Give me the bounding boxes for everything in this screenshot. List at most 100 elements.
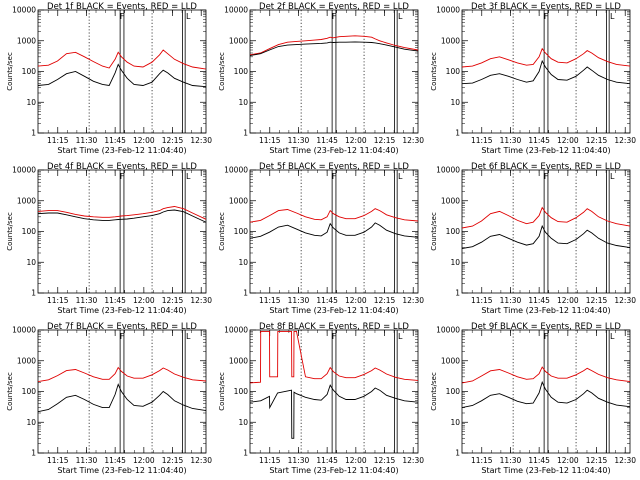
x-tick-label: 12:30 [402, 136, 424, 145]
panel-det2f: Det 2f BLACK = Events, RED = LLD 1 10 100 10… [218, 2, 424, 155]
x-tick-label: 11:45 [104, 136, 126, 145]
panel-det7f: Det 7f BLACK = Events, RED = LLD 1 10 100 10… [6, 322, 212, 475]
x-tick-label: 11:45 [528, 456, 550, 465]
y-tick-label: 10000 [12, 166, 36, 175]
y-tick-label: 1000 [441, 36, 460, 45]
y-tick-label: 1000 [229, 356, 248, 365]
series-lld-line [462, 47, 630, 68]
y-tick-label: 1000 [441, 356, 460, 365]
y-tick-label: 1 [243, 129, 248, 138]
x-tick-label: 11:45 [104, 456, 126, 465]
panel-title: Det 7f BLACK = Events, RED = LLD [47, 322, 197, 332]
panel-title: Det 9f BLACK = Events, RED = LLD [471, 322, 621, 332]
y-axis-label: Counts/sec [430, 52, 438, 91]
marker-label-f: F [120, 172, 125, 181]
panel-det8f: Det 8f BLACK = Events, RED = LLD 1 10 100 10… [218, 322, 424, 475]
y-tick-label: 10 [26, 418, 36, 427]
series-lld-line [38, 366, 206, 383]
x-tick-label: 12:00 [133, 296, 155, 305]
x-tick-label: 11:15 [47, 456, 69, 465]
y-tick-label: 1 [31, 449, 36, 458]
x-tick-label: 11:30 [500, 136, 522, 145]
x-tick-label: 11:30 [76, 136, 98, 145]
marker-label-l: L [610, 12, 615, 21]
y-axis-label: Counts/sec [6, 372, 14, 411]
x-tick-label: 12:15 [586, 136, 608, 145]
panel-title: Det 6f BLACK = Events, RED = LLD [471, 162, 621, 172]
marker-label-l: L [398, 332, 403, 341]
y-axis-label: Counts/sec [218, 52, 226, 91]
series-lld-line [462, 366, 630, 384]
x-tick-label: 11:15 [259, 456, 281, 465]
y-tick-label: 100 [22, 67, 37, 76]
series-events-line [462, 59, 630, 85]
marker-label-f: F [544, 332, 549, 341]
x-tick-label: 12:00 [133, 136, 155, 145]
x-tick-label: 12:00 [557, 456, 579, 465]
plot-frame [249, 329, 419, 454]
x-tick-label: 11:45 [104, 296, 126, 305]
marker-label-l: L [610, 172, 615, 181]
x-axis-label: Start Time (23-Feb-12 11:04:40) [269, 146, 398, 155]
marker-label-f: F [544, 172, 549, 181]
x-tick-label: 11:15 [471, 456, 493, 465]
y-tick-label: 1 [455, 289, 460, 298]
y-tick-label: 100 [234, 227, 249, 236]
y-tick-label: 1000 [17, 196, 36, 205]
plot-frame [461, 9, 631, 134]
marker-label-l: L [186, 12, 191, 21]
y-tick-label: 10000 [12, 326, 36, 335]
marker-label-l: L [186, 332, 191, 341]
marker-label-f: F [332, 172, 337, 181]
y-axis-label: Counts/sec [218, 372, 226, 411]
x-tick-label: 12:00 [345, 136, 367, 145]
x-tick-label: 12:30 [614, 136, 636, 145]
panel-title: Det 5f BLACK = Events, RED = LLD [259, 162, 409, 172]
y-tick-label: 100 [446, 67, 461, 76]
y-tick-label: 10 [26, 98, 36, 107]
x-tick-label: 11:15 [47, 136, 69, 145]
plot-frame [249, 9, 419, 134]
y-tick-label: 1000 [17, 36, 36, 45]
x-tick-label: 11:45 [316, 456, 338, 465]
series-events-line [462, 380, 630, 409]
y-tick-label: 10 [450, 98, 460, 107]
x-tick-label: 11:30 [288, 136, 310, 145]
plot-frame [37, 169, 207, 294]
y-axis-label: Counts/sec [6, 212, 14, 251]
y-tick-label: 100 [234, 387, 249, 396]
y-tick-label: 10 [450, 418, 460, 427]
x-tick-label: 12:15 [374, 136, 396, 145]
series-events-line [38, 63, 206, 88]
x-axis-label: Start Time (23-Feb-12 11:04:40) [481, 146, 610, 155]
y-tick-label: 10 [238, 258, 248, 267]
series-events-line [250, 222, 418, 239]
x-axis-label: Start Time (23-Feb-12 11:04:40) [269, 466, 398, 475]
series-events-line [462, 224, 630, 249]
x-tick-label: 12:30 [614, 296, 636, 305]
x-tick-label: 11:45 [316, 136, 338, 145]
y-tick-label: 1000 [229, 196, 248, 205]
y-axis-label: Counts/sec [6, 52, 14, 91]
x-tick-label: 11:45 [528, 136, 550, 145]
y-tick-label: 1 [31, 289, 36, 298]
y-tick-label: 10 [238, 98, 248, 107]
marker-label-f: F [332, 12, 337, 21]
y-tick-label: 10000 [436, 326, 460, 335]
marker-label-l: L [398, 172, 403, 181]
series-events-line [38, 383, 206, 413]
marker-label-f: F [120, 332, 125, 341]
y-tick-label: 1 [455, 449, 460, 458]
marker-label-l: L [610, 332, 615, 341]
plot-frame [249, 169, 419, 294]
x-axis-label: Start Time (23-Feb-12 11:04:40) [481, 306, 610, 315]
x-axis-label: Start Time (23-Feb-12 11:04:40) [57, 306, 186, 315]
x-tick-label: 12:15 [374, 456, 396, 465]
series-lld-line [250, 208, 418, 223]
x-tick-label: 12:15 [162, 136, 184, 145]
x-axis-label: Start Time (23-Feb-12 11:04:40) [481, 466, 610, 475]
y-tick-label: 10000 [224, 326, 248, 335]
y-tick-label: 10 [238, 418, 248, 427]
series-events-line [250, 41, 418, 57]
